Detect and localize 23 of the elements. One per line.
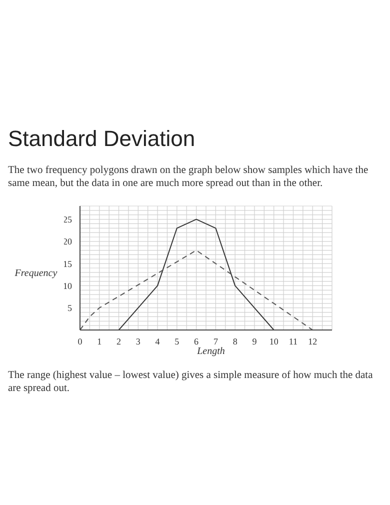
- x-tick-label: 0: [78, 336, 83, 346]
- x-tick-label: 3: [136, 336, 141, 346]
- chart-title: Standard Deviation: [8, 126, 196, 152]
- y-axis-title: Frequency: [14, 268, 58, 278]
- x-tick-label: 12: [308, 336, 318, 346]
- x-tick-label: 2: [116, 336, 122, 346]
- y-tick-label: 5: [68, 303, 72, 314]
- x-tick-label: 6: [194, 336, 200, 346]
- x-tick-label: 1: [97, 336, 102, 346]
- y-tick-label: 15: [63, 258, 72, 269]
- x-tick-label: 8: [232, 336, 238, 346]
- y-tick-label: 10: [63, 280, 72, 291]
- x-tick-label: 5: [174, 336, 180, 346]
- x-tick-label: 11: [288, 336, 298, 346]
- x-axis-title: Length: [196, 346, 226, 357]
- line-series: [80, 250, 314, 330]
- x-tick-label: 7: [213, 336, 218, 346]
- text: The range (highest value – lowest value) gives a simple measure of how much the data are spread out.: [8, 369, 374, 395]
- x-tick-label: 9: [252, 336, 258, 346]
- chart-subtitle: The two frequency polygons drawn on the graph below show samples which have the same mean, but the data in one are much more spread out than in the other.: [8, 164, 370, 190]
- x-tick-label: 4: [155, 336, 160, 346]
- x-tick-label: 10: [269, 336, 279, 346]
- line-series: [118, 218, 274, 330]
